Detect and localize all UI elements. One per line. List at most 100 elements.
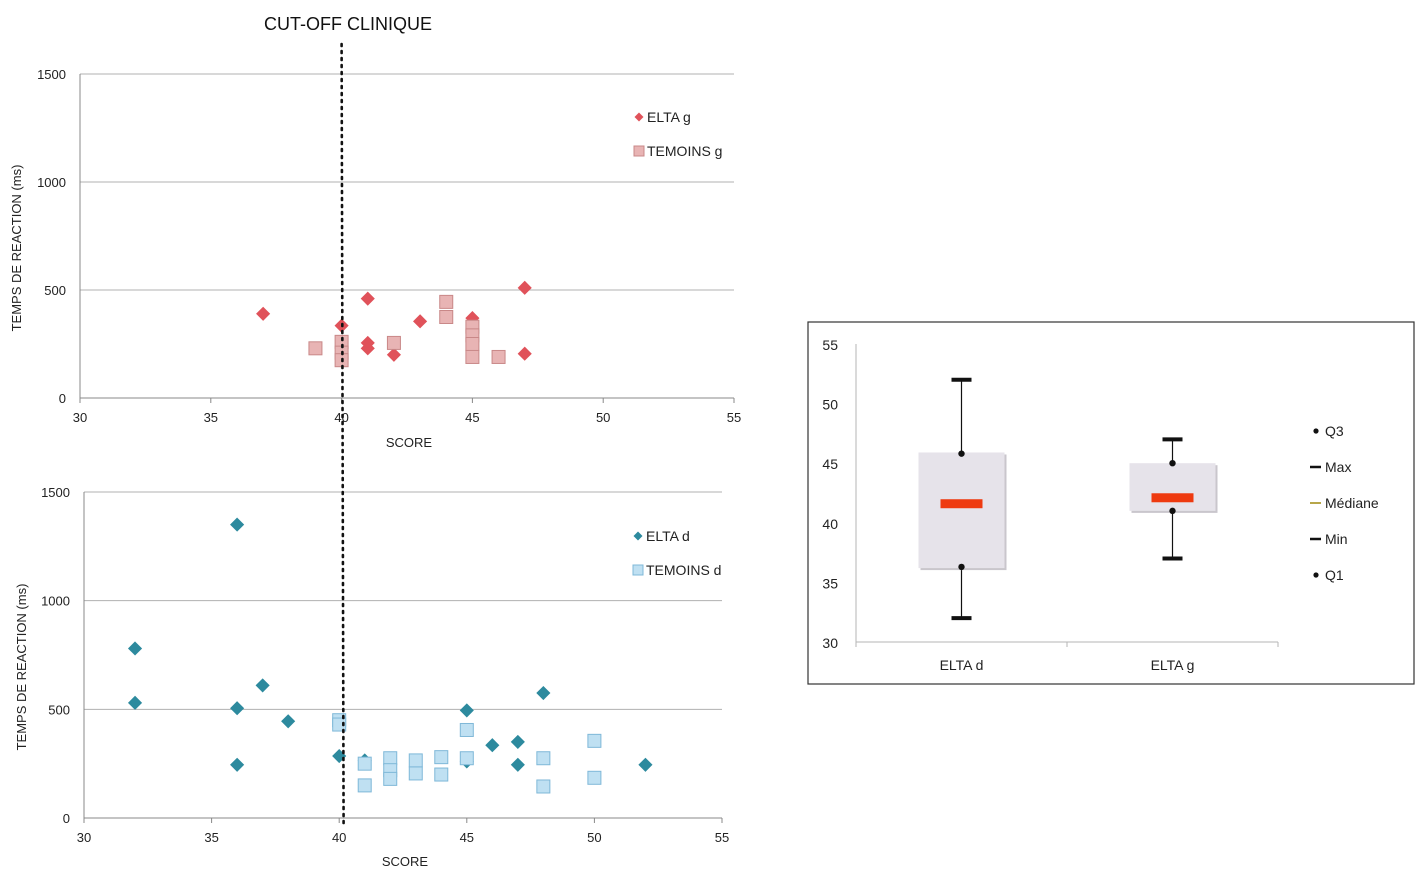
data-point bbox=[308, 341, 323, 356]
data-point bbox=[434, 750, 449, 765]
box-body bbox=[1129, 463, 1216, 511]
data-point bbox=[459, 751, 474, 766]
legend-marker bbox=[633, 531, 643, 541]
x-tick-label: 40 bbox=[332, 830, 346, 845]
y-tick-label: 40 bbox=[822, 516, 838, 532]
cutoff-line bbox=[340, 42, 345, 828]
data-point bbox=[510, 734, 525, 749]
data-point bbox=[357, 756, 372, 771]
data-point bbox=[459, 703, 474, 718]
data-point bbox=[517, 280, 532, 295]
y-tick-label: 1000 bbox=[37, 175, 66, 190]
q3-dot bbox=[958, 450, 965, 457]
data-point bbox=[413, 314, 428, 329]
data-point bbox=[386, 335, 401, 350]
series-elta-d bbox=[127, 517, 653, 772]
legend-label: Min bbox=[1325, 531, 1348, 547]
y-tick-label: 0 bbox=[63, 811, 70, 826]
series-temoins-g bbox=[308, 294, 506, 368]
y-tick-label: 30 bbox=[822, 635, 838, 651]
y-tick-label: 55 bbox=[822, 337, 838, 353]
cutoff-label: CUT-OFF CLINIQUE bbox=[264, 14, 432, 34]
data-point bbox=[357, 778, 372, 793]
data-point bbox=[439, 310, 454, 324]
q1-dot bbox=[958, 563, 965, 571]
box-elta-g bbox=[1129, 437, 1218, 561]
scatter-chart-droite: 30 35 40 45 50 55 0 500 1000 1500 SCORE TEMPS DE RE… bbox=[14, 485, 729, 869]
legend-marker bbox=[633, 145, 645, 157]
legend-label: Max bbox=[1325, 459, 1351, 475]
box-plot-frame bbox=[807, 321, 1415, 685]
data-point bbox=[256, 306, 271, 321]
median-bar bbox=[940, 499, 983, 509]
x-axis-title: SCORE bbox=[386, 435, 433, 450]
legend-label: TEMOINS d bbox=[646, 562, 721, 578]
cutoff-annotation: CUT-OFF CLINIQUE bbox=[264, 14, 432, 828]
legend-label: ELTA g bbox=[647, 109, 691, 125]
median-bar bbox=[1151, 493, 1194, 503]
legend-marker bbox=[634, 112, 644, 122]
box-plot-chart: 30 35 40 45 50 55 ELTA d ELTA g Q3 Max Médiane Min Q… bbox=[807, 321, 1415, 685]
y-tick-label: 500 bbox=[48, 702, 70, 717]
data-point bbox=[465, 349, 480, 364]
data-point bbox=[638, 757, 653, 772]
data-point bbox=[360, 291, 375, 306]
data-point bbox=[255, 678, 270, 693]
x-tick-label: 45 bbox=[465, 410, 479, 425]
x-tick-label: 30 bbox=[77, 830, 91, 845]
legend-label: Q1 bbox=[1325, 567, 1344, 583]
data-point bbox=[127, 641, 143, 656]
y-tick-label: 1000 bbox=[41, 594, 70, 609]
data-point bbox=[587, 770, 602, 785]
legend-marker-dot bbox=[1313, 428, 1319, 434]
y-tick-label: 1500 bbox=[41, 485, 70, 500]
data-point bbox=[127, 695, 143, 710]
data-point bbox=[230, 757, 245, 772]
data-point bbox=[386, 347, 401, 362]
data-point bbox=[465, 337, 480, 351]
data-point bbox=[408, 766, 423, 781]
x-tick-label: 35 bbox=[204, 830, 218, 845]
y-tick-label: 1500 bbox=[37, 67, 66, 82]
legend-label: Q3 bbox=[1325, 423, 1344, 439]
y-axis-title: TEMPS DE REACTION (ms) bbox=[14, 584, 29, 751]
series-elta-g bbox=[256, 280, 532, 362]
data-point bbox=[459, 722, 474, 737]
box-elta-d bbox=[918, 377, 1007, 621]
box-body bbox=[918, 452, 1005, 569]
data-point bbox=[360, 341, 375, 356]
legend-label: Médiane bbox=[1325, 495, 1379, 511]
q1-dot bbox=[1169, 507, 1176, 515]
data-point bbox=[439, 294, 454, 309]
data-point bbox=[485, 738, 500, 753]
data-point bbox=[383, 751, 398, 766]
x-tick-label: 55 bbox=[715, 830, 729, 845]
y-tick-label: 50 bbox=[822, 397, 838, 413]
y-tick-label: 500 bbox=[44, 283, 66, 298]
x-tick-label: 30 bbox=[73, 410, 87, 425]
y-tick-label: 35 bbox=[822, 575, 838, 591]
x-tick-label: 55 bbox=[727, 410, 741, 425]
data-point bbox=[510, 757, 525, 772]
data-point bbox=[230, 701, 245, 716]
data-point bbox=[281, 714, 296, 729]
legend-marker-dot bbox=[1313, 572, 1319, 578]
legend-marker bbox=[632, 564, 644, 576]
data-point bbox=[332, 717, 347, 732]
data-point bbox=[536, 751, 551, 766]
data-point bbox=[408, 753, 423, 768]
x-tick-label: 50 bbox=[587, 830, 601, 845]
q3-dot bbox=[1169, 460, 1176, 467]
y-axis-title: TEMPS DE REACTION (ms) bbox=[9, 165, 24, 332]
data-point bbox=[587, 733, 602, 748]
data-point bbox=[230, 517, 245, 532]
x-tick-label: 35 bbox=[204, 410, 218, 425]
x-category-label: ELTA d bbox=[940, 657, 984, 673]
data-point bbox=[536, 779, 551, 794]
data-point bbox=[536, 685, 551, 701]
x-tick-label: 45 bbox=[460, 830, 474, 845]
data-point bbox=[517, 346, 532, 361]
y-tick-label: 45 bbox=[822, 456, 838, 472]
